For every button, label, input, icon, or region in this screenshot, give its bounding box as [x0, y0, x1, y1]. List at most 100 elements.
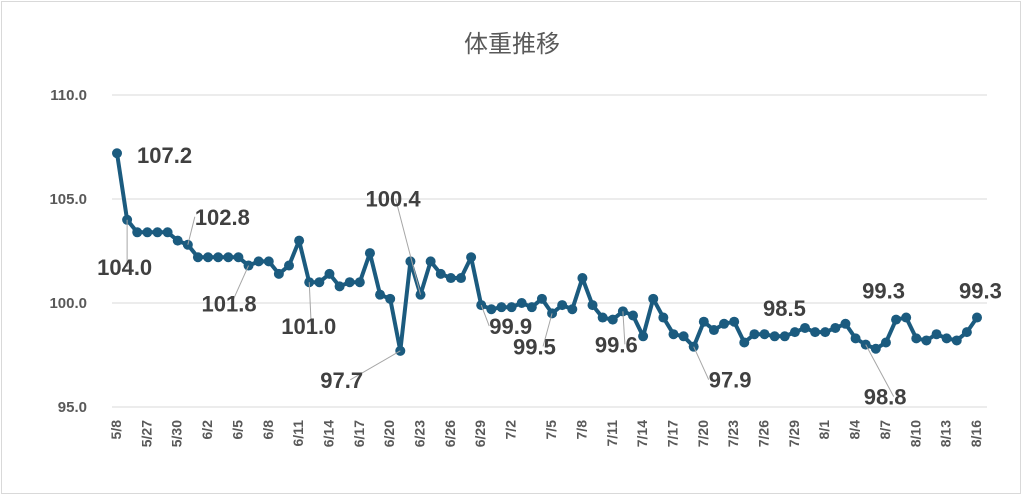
x-tick-label: 8/13 — [938, 420, 954, 447]
data-point — [779, 331, 790, 342]
data-label-leader — [308, 282, 312, 327]
data-point — [870, 343, 881, 354]
data-point — [739, 337, 750, 348]
x-tick-label: 6/17 — [351, 420, 367, 447]
data-label-leader — [693, 346, 710, 380]
x-tick-label: 7/26 — [756, 420, 772, 447]
data-label: 99.5 — [513, 334, 556, 359]
data-point — [577, 273, 588, 284]
data-label-leader — [187, 216, 196, 245]
data-label-leader — [480, 304, 490, 327]
data-point — [678, 331, 689, 342]
data-label: 99.9 — [489, 314, 532, 339]
data-point — [466, 252, 477, 263]
data-point — [719, 318, 730, 329]
y-tick-label: 95.0 — [58, 399, 87, 416]
data-point — [162, 227, 173, 238]
data-label-leader — [865, 344, 895, 397]
data-point — [496, 302, 507, 313]
data-label: 102.8 — [195, 205, 250, 230]
data-label-leader — [395, 198, 422, 295]
data-point — [405, 256, 416, 267]
data-label: 97.9 — [709, 368, 752, 393]
data-label: 100.4 — [366, 187, 422, 212]
data-point — [142, 227, 153, 238]
data-point — [213, 252, 224, 263]
data-label: 104.0 — [97, 255, 152, 280]
x-tick-label: 7/29 — [786, 420, 802, 447]
data-point — [587, 300, 598, 311]
x-tick-label: 7/20 — [695, 420, 711, 447]
data-point — [435, 268, 446, 279]
data-point — [567, 304, 578, 315]
data-point — [526, 302, 537, 313]
data-point — [152, 227, 163, 238]
data-point — [253, 256, 264, 267]
data-label: 98.5 — [763, 296, 806, 321]
data-point — [628, 310, 638, 321]
data-point — [668, 329, 679, 340]
x-tick-label: 7/8 — [573, 420, 589, 440]
x-tick-label: 8/10 — [907, 420, 923, 447]
data-point — [597, 312, 608, 323]
data-point — [961, 327, 972, 338]
x-tick-label: 6/5 — [229, 420, 245, 440]
data-point — [456, 273, 466, 284]
data-point — [972, 312, 982, 323]
data-point — [658, 312, 669, 323]
data-point — [698, 316, 709, 327]
data-point — [536, 293, 547, 304]
data-point — [769, 331, 780, 342]
data-point — [334, 281, 345, 292]
data-label: 107.2 — [137, 143, 192, 168]
data-point — [233, 252, 244, 263]
data-point — [951, 335, 962, 346]
data-label: 97.7 — [320, 368, 363, 393]
y-tick-label: 100.0 — [49, 295, 87, 312]
data-label: 99.6 — [595, 332, 638, 357]
x-tick-label: 6/20 — [381, 420, 397, 447]
x-tick-label: 6/8 — [260, 420, 276, 440]
data-point — [445, 273, 456, 284]
x-tick-label: 6/14 — [320, 420, 336, 447]
x-tick-label: 7/5 — [543, 420, 559, 440]
x-tick-label: 5/30 — [169, 420, 185, 447]
data-label: 101.8 — [202, 292, 257, 317]
data-point — [931, 329, 942, 340]
data-point — [880, 337, 891, 348]
data-point — [263, 256, 274, 267]
x-tick-label: 8/4 — [847, 420, 863, 440]
data-point — [172, 235, 183, 246]
data-point — [708, 325, 719, 336]
data-point — [273, 268, 284, 279]
data-label: 99.3 — [862, 279, 905, 304]
data-point — [749, 329, 760, 340]
data-point — [294, 235, 305, 246]
x-tick-label: 7/2 — [503, 420, 519, 440]
data-point — [800, 322, 810, 333]
data-point — [112, 148, 122, 159]
data-point — [911, 333, 922, 344]
data-point — [789, 327, 800, 338]
data-point — [425, 256, 436, 267]
data-point — [810, 327, 821, 338]
data-point — [324, 268, 335, 279]
data-point — [891, 314, 902, 325]
data-point — [385, 293, 396, 304]
data-label: 99.3 — [959, 279, 1002, 304]
data-label-leader — [622, 311, 626, 345]
data-point — [941, 333, 952, 344]
data-point — [192, 252, 203, 263]
data-point — [921, 335, 932, 346]
data-label: 101.0 — [281, 314, 336, 339]
y-tick-label: 105.0 — [49, 191, 87, 208]
data-label-leader — [542, 313, 553, 347]
x-tick-label: 8/7 — [877, 420, 893, 440]
x-tick-label: 8/1 — [816, 420, 832, 440]
x-tick-label: 6/29 — [472, 420, 488, 447]
data-point — [132, 227, 143, 238]
data-point — [820, 327, 831, 338]
data-point — [284, 260, 294, 271]
data-point — [638, 331, 649, 342]
